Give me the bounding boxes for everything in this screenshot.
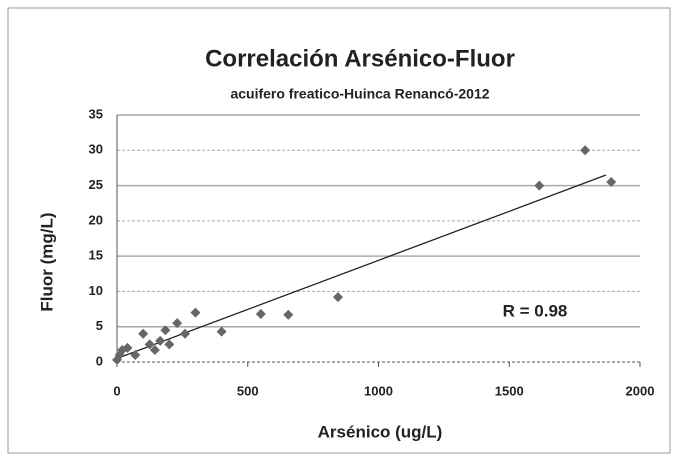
chart-subtitle: acuifero freatico-Huinca Renancó-2012 [230,86,489,102]
y-axis-label: Fluor (mg/L) [37,212,56,311]
point [580,145,591,156]
x-tick-label: 500 [237,383,259,398]
y-tick-label: 15 [89,248,103,263]
x-axis-label: Arsénico (ug/L) [318,422,443,441]
point [216,326,227,337]
y-tick-label: 30 [89,142,103,157]
point [122,342,133,353]
point [164,339,175,350]
point [155,335,166,346]
point [149,345,160,356]
point [130,349,141,360]
point [160,325,171,336]
y-tick-label: 5 [96,318,103,333]
x-tick-label: 0 [113,383,120,398]
y-tick-label: 25 [89,177,103,192]
y-tick-label: 20 [89,212,103,227]
y-tick-label: 10 [89,283,103,298]
annotation: R = 0.98 [503,301,568,320]
point [172,318,183,329]
point [332,292,343,303]
point [179,328,190,339]
point [138,328,149,339]
point [144,339,155,350]
y-tick-label: 0 [96,353,103,368]
x-tick-label: 2000 [626,383,655,398]
point [255,309,266,320]
point [606,177,617,188]
trendline [116,174,607,360]
chart-frame [7,7,671,454]
x-tick-label: 1000 [364,383,393,398]
chart-title: Correlación Arsénico-Fluor [205,45,515,72]
point [190,307,201,318]
point [283,309,294,320]
x-tick-label: 1500 [495,383,524,398]
y-tick-label: 35 [89,106,103,121]
point [534,180,545,191]
